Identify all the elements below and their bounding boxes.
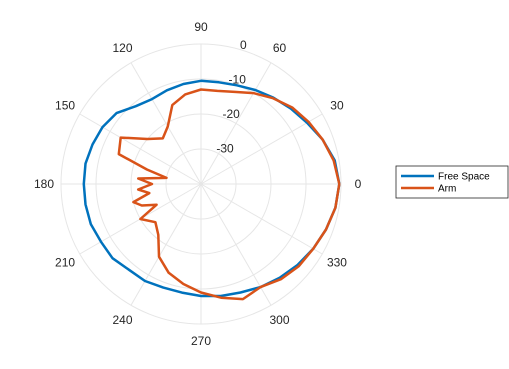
legend-label: Arm [438, 184, 456, 195]
grid-spoke [130, 183, 202, 306]
grid-spoke [200, 183, 323, 255]
radial-tick-label: -10 [229, 73, 247, 87]
angle-tick-label: 240 [112, 313, 132, 327]
grid-spoke [200, 62, 272, 185]
angle-tick-label: 210 [55, 256, 75, 270]
angle-tick-label: 120 [112, 41, 132, 55]
radial-tick-labels: -30 -20 -10 0 [216, 38, 247, 155]
series-line-arm [117, 88, 341, 301]
angle-tick-label: 0 [355, 177, 362, 191]
angle-tick-label: 270 [191, 334, 211, 348]
radial-tick-label: -30 [216, 142, 234, 156]
angle-tick-labels: 0 30 60 90 120 150 180 210 240 270 300 330 [34, 20, 362, 348]
legend-box [395, 165, 509, 199]
polar-grid [60, 43, 342, 325]
angle-tick-label: 300 [269, 313, 289, 327]
angle-tick-label: 330 [327, 256, 347, 270]
angle-tick-label: 150 [55, 99, 75, 113]
grid-spoke [200, 113, 323, 185]
radial-tick-label: -20 [222, 107, 240, 121]
angle-tick-label: 60 [273, 41, 287, 55]
angle-tick-label: 180 [34, 177, 54, 191]
radial-tick-label: 0 [240, 38, 247, 52]
legend-label: Free Space [438, 172, 490, 183]
angle-tick-label: 30 [330, 99, 344, 113]
grid-spoke [79, 113, 202, 185]
grid-spoke [130, 62, 202, 185]
angle-tick-label: 90 [194, 20, 208, 34]
series-lines [82, 79, 341, 301]
grid-spoke [200, 183, 272, 306]
